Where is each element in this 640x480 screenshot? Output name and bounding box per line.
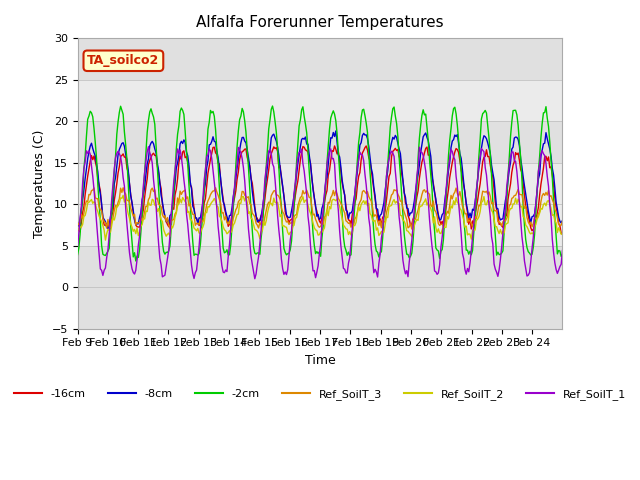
Ref_SoilT_3 [106, 224, 113, 230]
Ref_SoilT_3 [74, 223, 81, 228]
Title: Alfalfa Forerunner Temperatures: Alfalfa Forerunner Temperatures [196, 15, 444, 30]
-16cm [420, 150, 428, 156]
Ref_SoilT_2 [102, 237, 109, 243]
-2cm [90, 126, 98, 132]
-8cm [557, 220, 565, 226]
Ref_SoilT_1 [251, 276, 259, 282]
Ref_SoilT_1 [326, 148, 333, 154]
-8cm [559, 217, 566, 223]
Y-axis label: Temperatures (C): Temperatures (C) [33, 129, 46, 238]
Ref_SoilT_3 [494, 219, 502, 225]
-2cm [326, 126, 333, 132]
Ref_SoilT_3 [557, 222, 565, 228]
Ref_SoilT_3 [422, 190, 429, 195]
Text: TA_soilco2: TA_soilco2 [87, 54, 159, 67]
Ref_SoilT_1 [90, 187, 98, 192]
Line: -8cm: -8cm [77, 131, 563, 228]
Ref_SoilT_1 [145, 144, 152, 150]
Ref_SoilT_1 [422, 168, 429, 174]
-8cm [104, 226, 112, 231]
Ref_SoilT_2 [422, 196, 429, 202]
-16cm [106, 222, 113, 228]
Legend: -16cm, -8cm, -2cm, Ref_SoilT_3, Ref_SoilT_2, Ref_SoilT_1: -16cm, -8cm, -2cm, Ref_SoilT_3, Ref_Soil… [10, 384, 630, 405]
Ref_SoilT_1 [559, 248, 566, 253]
Line: -2cm: -2cm [77, 106, 563, 261]
-2cm [494, 249, 502, 255]
-2cm [559, 252, 566, 257]
-16cm [90, 153, 98, 159]
Ref_SoilT_2 [326, 204, 333, 209]
Ref_SoilT_2 [119, 192, 127, 198]
-16cm [74, 227, 81, 233]
-2cm [269, 103, 276, 109]
Ref_SoilT_2 [90, 199, 98, 204]
Ref_SoilT_2 [557, 231, 565, 237]
-2cm [132, 258, 140, 264]
-16cm [362, 143, 370, 149]
-8cm [422, 130, 429, 136]
Ref_SoilT_3 [212, 185, 220, 191]
-16cm [556, 223, 564, 229]
Line: -16cm: -16cm [77, 146, 563, 234]
Ref_SoilT_1 [494, 274, 502, 279]
Ref_SoilT_2 [74, 225, 81, 230]
-2cm [74, 252, 81, 258]
-8cm [494, 206, 502, 212]
-8cm [74, 224, 81, 229]
Ref_SoilT_2 [494, 228, 502, 233]
Line: Ref_SoilT_2: Ref_SoilT_2 [77, 195, 563, 240]
-8cm [332, 128, 340, 134]
X-axis label: Time: Time [305, 354, 335, 367]
-16cm [323, 188, 331, 193]
Line: Ref_SoilT_3: Ref_SoilT_3 [77, 188, 563, 229]
Ref_SoilT_1 [74, 243, 81, 249]
-8cm [90, 150, 98, 156]
Ref_SoilT_3 [559, 218, 566, 224]
Ref_SoilT_2 [107, 229, 115, 235]
-16cm [493, 207, 500, 213]
Ref_SoilT_3 [90, 185, 98, 191]
Ref_SoilT_2 [559, 231, 566, 237]
Ref_SoilT_1 [557, 262, 565, 267]
Bar [77, 163, 563, 246]
Line: Ref_SoilT_1: Ref_SoilT_1 [77, 147, 563, 279]
-2cm [422, 111, 429, 117]
-16cm [559, 231, 566, 237]
Ref_SoilT_1 [106, 230, 113, 236]
-8cm [107, 214, 115, 219]
-2cm [557, 253, 565, 259]
Ref_SoilT_3 [408, 226, 415, 232]
-8cm [324, 161, 332, 167]
-2cm [106, 245, 113, 251]
Ref_SoilT_3 [324, 199, 332, 205]
Bar [77, 80, 563, 121]
